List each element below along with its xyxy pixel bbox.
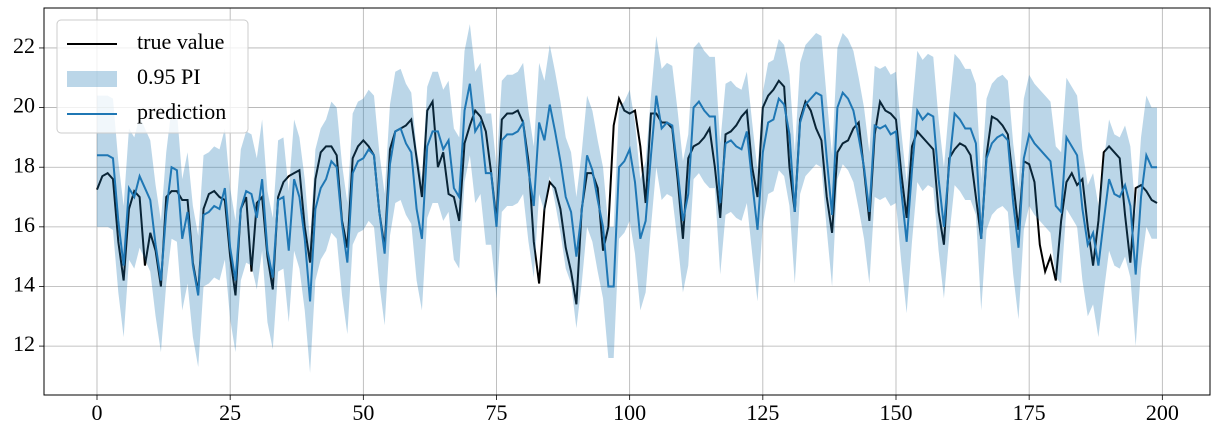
x-tick-label: 50 xyxy=(352,400,374,425)
y-tick-label: 22 xyxy=(13,33,35,58)
legend-swatch xyxy=(67,71,117,87)
legend-label: prediction xyxy=(137,99,226,124)
y-tick-label: 12 xyxy=(13,331,35,356)
x-tick-label: 125 xyxy=(746,400,779,425)
x-tick-label: 25 xyxy=(219,400,241,425)
x-tick-label: 0 xyxy=(92,400,103,425)
y-tick-label: 14 xyxy=(13,272,35,297)
y-tick-label: 16 xyxy=(13,212,35,237)
interval-band xyxy=(97,24,1157,373)
y-tick-label: 20 xyxy=(13,93,35,118)
x-tick-label: 100 xyxy=(613,400,646,425)
legend-label: true value xyxy=(137,29,224,54)
legend-box xyxy=(56,19,249,134)
legend-label: 0.95 PI xyxy=(137,64,201,89)
x-tick-label: 150 xyxy=(879,400,912,425)
x-tick-label: 75 xyxy=(485,400,507,425)
x-tick-label: 200 xyxy=(1146,400,1179,425)
series-line xyxy=(97,83,1157,302)
plot-frame xyxy=(43,7,1211,396)
y-tick-label: 18 xyxy=(13,152,35,177)
x-tick-label: 175 xyxy=(1013,400,1046,425)
